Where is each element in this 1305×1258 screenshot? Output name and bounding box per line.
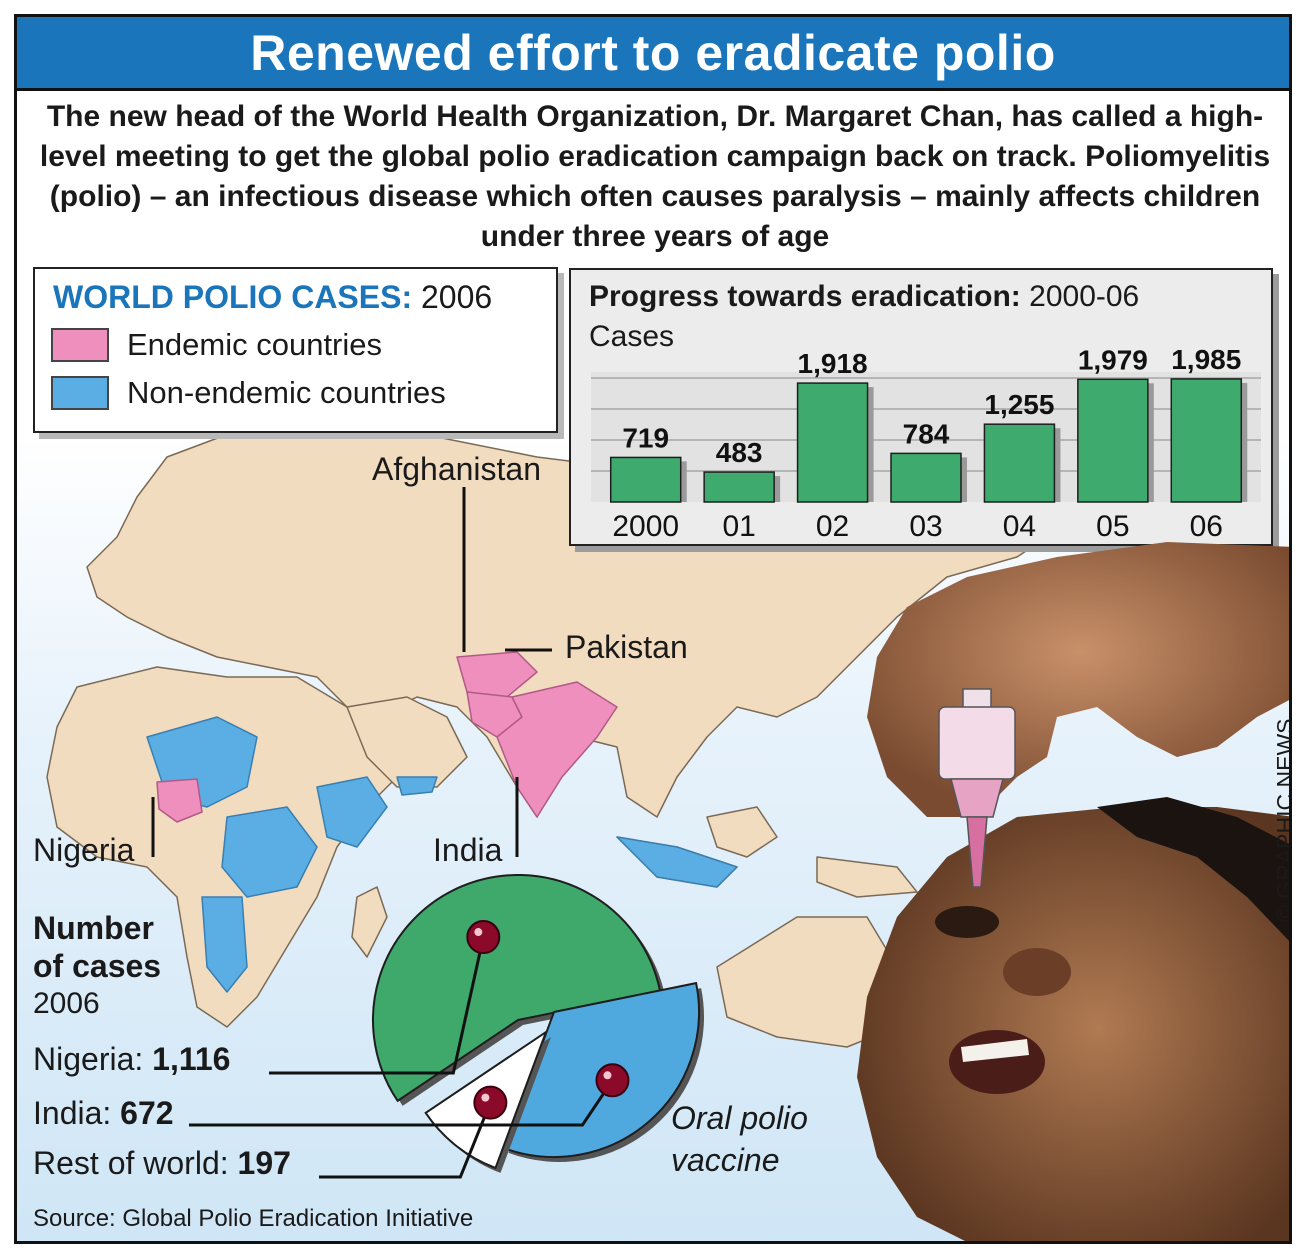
title-bar: Renewed effort to eradicate polio (17, 17, 1289, 91)
legend-swatch-endemic (51, 328, 109, 362)
vaccine-label-line1: Oral polio (671, 1100, 808, 1136)
bar-value-label: 483 (716, 437, 763, 468)
case-label-nigeria: Nigeria: (33, 1041, 144, 1077)
bar-category-label: 03 (909, 510, 942, 543)
australia-landmass (716, 916, 898, 1048)
yemen-non-endemic (396, 776, 438, 796)
intro-text: The new head of the World Health Organiz… (39, 100, 1271, 253)
legend-title: WORLD POLIO CASES: 2006 (53, 279, 492, 316)
bar-06 (1170, 378, 1243, 503)
case-value-nigeria: 1,116 (152, 1041, 231, 1077)
bar-value-label: 784 (903, 418, 950, 449)
southern-africa-non-endemic (201, 896, 248, 993)
bar-value-label: 719 (622, 422, 669, 453)
bar-04 (983, 423, 1056, 503)
bar-chart-ylabel: Cases (589, 320, 675, 353)
madagascar-landmass (351, 886, 388, 958)
vaccine-label: Oral polio vaccine (671, 1097, 808, 1181)
bar-chart-title: Progress towards eradication: 2000-06 (589, 280, 1139, 314)
bar-chart: 719 2000 483 01 1,918 02 784 03 1,255 04 1,979 05 1,… (591, 344, 1261, 543)
legend-label-endemic: Endemic countries (127, 327, 383, 362)
bar-value-label: 1,255 (984, 389, 1054, 420)
map-legend: WORLD POLIO CASES: 2006 Endemic countrie… (33, 267, 558, 433)
label-pakistan: Pakistan (565, 629, 688, 665)
arabia-landmass (346, 696, 468, 788)
legend-label-non-endemic: Non-endemic countries (127, 375, 446, 410)
borneo-landmass (706, 806, 778, 858)
bar-value-label: 1,979 (1078, 344, 1148, 375)
bar-2000 (609, 456, 682, 503)
legend-swatch-non-endemic (51, 376, 109, 410)
case-label-rest: Rest of world: (33, 1145, 229, 1181)
case-row-india: India: 672 (33, 1095, 174, 1132)
case-value-india: 672 (120, 1095, 174, 1131)
credit-note: © GRAPHIC NEWS (1272, 718, 1292, 922)
bar-category-label: 05 (1096, 510, 1129, 543)
page-title: Renewed effort to eradicate polio (250, 24, 1056, 81)
cases-heading: Number of cases (33, 909, 161, 985)
infographic-frame: Renewed effort to eradicate polio The ne… (14, 14, 1292, 1244)
bar-category-label: 2000 (612, 510, 679, 543)
legend-item-non-endemic: Non-endemic countries (51, 375, 446, 411)
cases-year: 2006 (33, 987, 100, 1020)
label-nigeria: Nigeria (33, 832, 135, 868)
india-endemic (496, 681, 618, 818)
source-note: Source: Global Polio Eradication Initiat… (33, 1205, 474, 1232)
cases-heading-line2: of cases (33, 948, 162, 984)
label-india: India (433, 832, 503, 868)
legend-item-endemic: Endemic countries (51, 327, 382, 363)
bar-03 (890, 452, 962, 503)
legend-title-main: WORLD POLIO CASES: (53, 279, 413, 315)
bar-category-label: 01 (722, 510, 755, 543)
case-value-rest: 197 (237, 1145, 291, 1181)
label-afghanistan: Afghanistan (372, 451, 542, 487)
bar-chart-panel: Progress towards eradication: 2000-06 Ca… (569, 268, 1273, 546)
east-africa-non-endemic (316, 776, 388, 848)
central-africa-non-endemic (221, 806, 318, 898)
vaccine-label-line2: vaccine (671, 1142, 780, 1178)
bar-category-label: 06 (1190, 510, 1223, 543)
case-row-nigeria: Nigeria: 1,116 (33, 1041, 230, 1078)
bar-chart-title-main: Progress towards eradication: (589, 280, 1021, 313)
afghanistan-endemic (456, 651, 538, 698)
cases-heading-line1: Number (33, 910, 154, 946)
bar-value-label: 1,985 (1171, 344, 1241, 375)
bar-category-label: 02 (816, 510, 849, 543)
bar-05 (1077, 378, 1149, 503)
bar-category-label: 04 (1003, 510, 1036, 543)
bar-value-label: 1,918 (798, 348, 868, 379)
bar-01 (703, 471, 775, 503)
nigeria-endemic (156, 778, 203, 823)
bar-02 (796, 382, 869, 503)
case-row-rest: Rest of world: 197 (33, 1145, 291, 1182)
new-guinea-landmass (816, 856, 918, 898)
legend-title-year: 2006 (421, 279, 493, 315)
bar-chart-subtitle: 2000-06 (1029, 280, 1140, 313)
indonesia-non-endemic (616, 836, 738, 888)
cases-block: Number of cases 2006 (33, 909, 161, 1021)
case-label-india: India: (33, 1095, 112, 1131)
